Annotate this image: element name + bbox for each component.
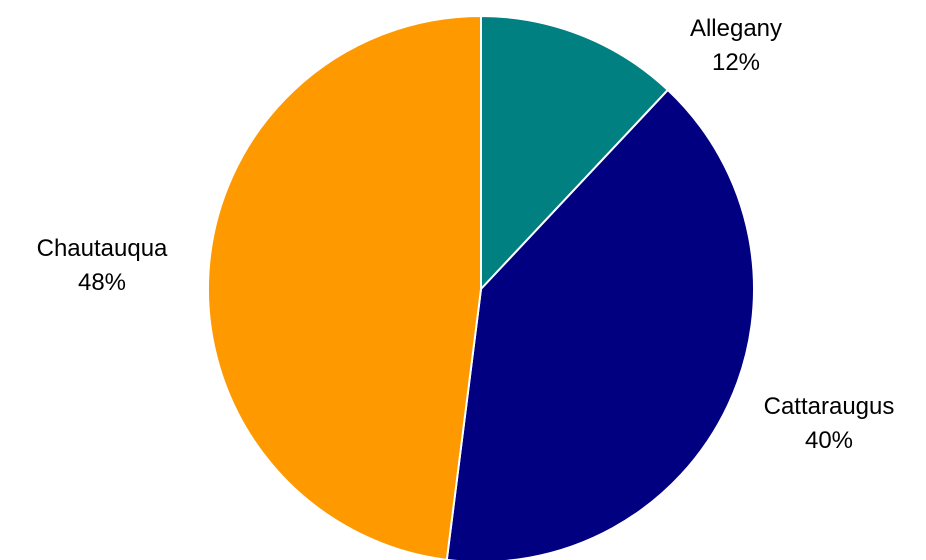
- slice-percent-cattaraugus: 40%: [804, 427, 854, 454]
- slice-label-cattaraugus: Cattaraugus 40%: [764, 390, 895, 458]
- pie-slice-cattaraugus: [445, 88, 755, 560]
- pie-slices: [206, 15, 755, 560]
- slice-percent-allegany: 12%: [711, 49, 761, 76]
- slice-label-chautauqua: Chautauqua 48%: [37, 232, 168, 300]
- slice-label-allegany: Allegany 12%: [690, 12, 782, 80]
- slice-percent-chautauqua: 48%: [77, 269, 127, 296]
- slice-name-cattaraugus: Cattaraugus: [763, 393, 895, 420]
- pie-slice-chautauqua: [206, 15, 482, 560]
- pie-slice-allegany: [480, 15, 669, 290]
- slice-name-allegany: Allegany: [689, 15, 783, 42]
- slice-name-chautauqua: Chautauqua: [36, 235, 168, 262]
